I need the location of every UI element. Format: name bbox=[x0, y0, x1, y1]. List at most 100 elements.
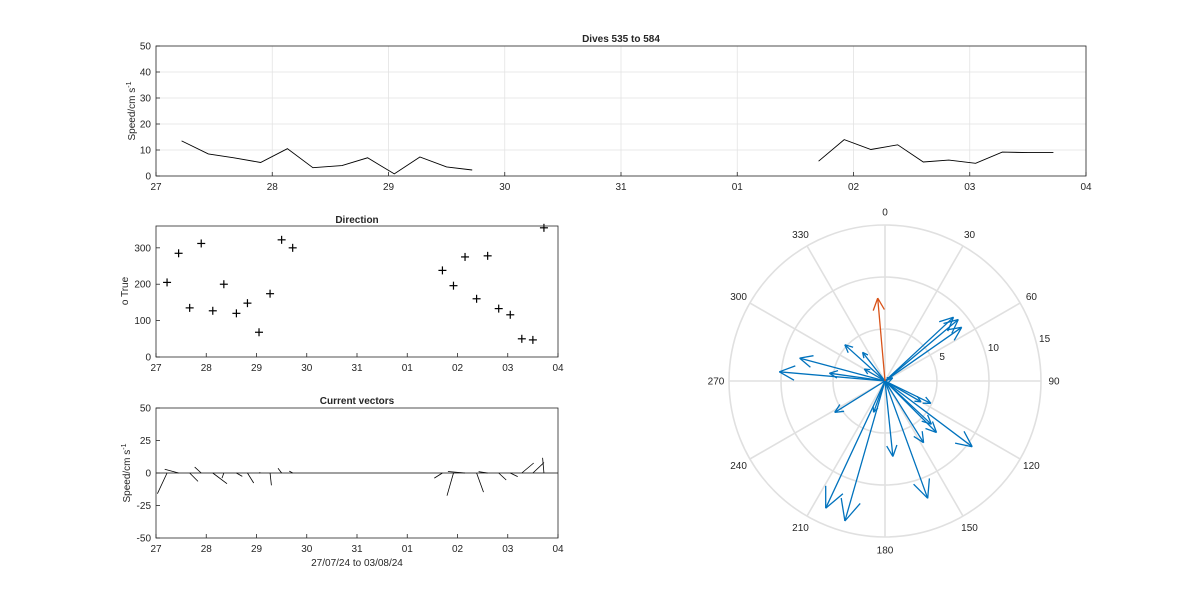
polar-angle-label: 270 bbox=[708, 377, 725, 388]
direction-point bbox=[197, 239, 206, 248]
vector-sticks bbox=[156, 457, 558, 496]
direction-y-label: o True bbox=[120, 276, 131, 305]
polar-arrow-head bbox=[877, 297, 885, 310]
speed-x-ticks: 27 28 29 30 31 01 02 03 04 bbox=[150, 172, 1092, 193]
polar-arrow bbox=[863, 368, 886, 382]
direction-point bbox=[266, 289, 275, 298]
direction-point bbox=[461, 252, 470, 261]
direction-xtick-label: 04 bbox=[552, 363, 564, 374]
vector-stick bbox=[236, 472, 243, 477]
direction-point bbox=[288, 243, 297, 252]
vectors-xtick-label: 30 bbox=[301, 544, 313, 555]
polar-spoke bbox=[806, 380, 886, 517]
polar-arrow-shaft bbox=[884, 316, 954, 382]
polar-panel: 0 30 60 90 120 150 180 210 240 270 300 330 5 10 15 bbox=[708, 208, 1060, 557]
polar-arrow bbox=[799, 355, 886, 382]
vector-stick bbox=[498, 472, 507, 481]
polar-arrow-head bbox=[892, 444, 898, 457]
direction-point bbox=[255, 328, 264, 337]
vectors-ytick-label: 25 bbox=[140, 436, 152, 447]
direction-point bbox=[494, 304, 503, 313]
vectors-ytick-label: 50 bbox=[140, 404, 152, 415]
polar-radius-label: 15 bbox=[1039, 334, 1051, 345]
direction-point bbox=[185, 303, 194, 312]
direction-ytick-label: 300 bbox=[134, 243, 151, 254]
direction-y-ticks: 0 100 200 300 bbox=[134, 243, 160, 364]
speed-ytick-label: 0 bbox=[145, 172, 151, 183]
vectors-title: Current vectors bbox=[320, 396, 395, 407]
polar-arrow bbox=[829, 369, 886, 382]
polar-arrow-head bbox=[799, 357, 811, 368]
speed-xtick-label: 04 bbox=[1080, 182, 1092, 193]
speed-xtick-label: 01 bbox=[732, 182, 744, 193]
direction-point bbox=[438, 266, 447, 275]
speed-xtick-label: 03 bbox=[964, 182, 976, 193]
speed-y-ticks: 0 10 20 30 40 50 bbox=[140, 42, 160, 183]
speed-xtick-label: 28 bbox=[267, 182, 279, 193]
speed-series-line bbox=[181, 140, 473, 175]
polar-arrow-head bbox=[913, 483, 929, 499]
polar-arrow-head bbox=[921, 431, 925, 443]
direction-point bbox=[163, 278, 172, 287]
polar-arrow-shaft bbox=[884, 380, 925, 444]
polar-arrow-shaft bbox=[884, 380, 894, 457]
vectors-ytick-label: -50 bbox=[137, 534, 152, 545]
polar-spoke bbox=[806, 245, 886, 382]
direction-xtick-label: 30 bbox=[301, 363, 313, 374]
polar-arrow-head bbox=[779, 365, 796, 373]
vector-stick bbox=[247, 472, 255, 484]
vectors-ytick-label: -25 bbox=[137, 501, 152, 512]
polar-angle-label: 240 bbox=[730, 461, 747, 472]
direction-xtick-label: 01 bbox=[402, 363, 414, 374]
direction-point bbox=[539, 223, 548, 232]
vectors-x-label: 27/07/24 to 03/08/24 bbox=[311, 558, 403, 569]
polar-arrow-shaft bbox=[884, 319, 959, 382]
speed-ytick-label: 20 bbox=[140, 120, 152, 131]
polar-arrow-head bbox=[925, 396, 932, 404]
polar-spoke bbox=[884, 302, 1021, 382]
polar-arrow-head bbox=[947, 316, 955, 332]
speed-xtick-label: 27 bbox=[150, 182, 162, 193]
polar-angle-label: 300 bbox=[730, 292, 747, 303]
direction-point bbox=[277, 235, 286, 244]
direction-xtick-label: 02 bbox=[452, 363, 464, 374]
direction-point bbox=[208, 306, 217, 315]
polar-arrow-head bbox=[872, 297, 879, 311]
polar-arrow-head bbox=[844, 502, 861, 522]
polar-arrows bbox=[778, 297, 973, 522]
vector-stick bbox=[277, 468, 282, 474]
vector-stick bbox=[447, 471, 466, 474]
speed-line bbox=[181, 139, 1054, 175]
polar-arrow-head bbox=[872, 406, 875, 413]
vectors-panel: -50 -25 0 25 50 27 28 29 30 31 01 02 03 04 Current v… bbox=[121, 396, 564, 569]
polar-arrow-shaft bbox=[862, 351, 886, 382]
polar-arrow-head bbox=[829, 372, 838, 379]
vector-stick bbox=[446, 472, 454, 496]
vector-stick bbox=[212, 472, 228, 485]
vector-stick bbox=[510, 472, 518, 477]
polar-arrow bbox=[884, 316, 955, 382]
speed-ytick-label: 10 bbox=[140, 146, 152, 157]
direction-xtick-label: 31 bbox=[351, 363, 363, 374]
vectors-x-ticks: 27 28 29 30 31 01 02 03 04 bbox=[150, 534, 564, 555]
polar-arrow-head bbox=[778, 371, 795, 381]
direction-x-ticks: 27 28 29 30 31 01 02 03 04 bbox=[150, 353, 564, 374]
vector-stick bbox=[189, 472, 199, 482]
polar-radius-label: 10 bbox=[988, 343, 1000, 354]
polar-angle-label: 0 bbox=[882, 208, 888, 219]
vectors-xtick-label: 29 bbox=[251, 544, 263, 555]
polar-arrow-shaft bbox=[779, 371, 886, 382]
direction-ytick-label: 100 bbox=[134, 316, 151, 327]
speed-xtick-label: 31 bbox=[615, 182, 627, 193]
polar-angle-label: 30 bbox=[964, 230, 976, 241]
direction-point bbox=[483, 251, 492, 260]
vectors-xtick-label: 03 bbox=[502, 544, 514, 555]
vectors-y-ticks: -50 -25 0 25 50 bbox=[137, 404, 160, 545]
polar-grid bbox=[728, 224, 1042, 538]
vector-stick bbox=[542, 457, 545, 474]
polar-arrow-shaft bbox=[829, 372, 886, 382]
direction-point bbox=[219, 280, 228, 289]
polar-arrow-head bbox=[939, 316, 954, 323]
polar-arrow-shaft bbox=[825, 380, 886, 509]
speed-xtick-label: 30 bbox=[499, 182, 511, 193]
